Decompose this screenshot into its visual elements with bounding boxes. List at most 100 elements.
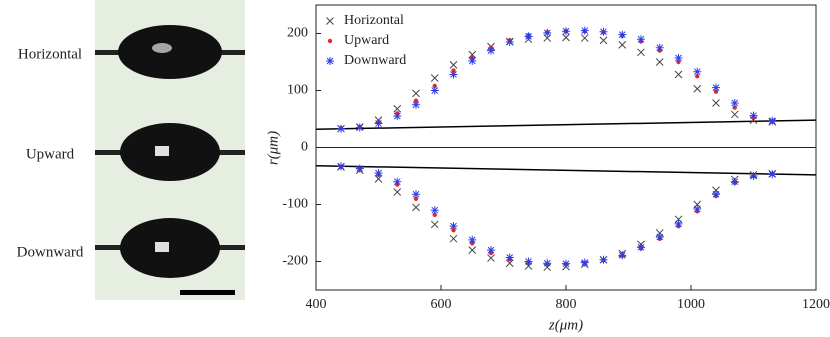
marker bbox=[693, 205, 702, 214]
marker bbox=[430, 206, 439, 215]
marker bbox=[487, 246, 495, 255]
marker bbox=[618, 30, 627, 39]
marker bbox=[449, 222, 458, 231]
drop-photo bbox=[95, 218, 245, 278]
marker bbox=[468, 246, 477, 254]
x-tick-label: 1200 bbox=[802, 297, 830, 312]
marker bbox=[468, 56, 477, 65]
marker bbox=[730, 99, 739, 108]
legend-marker bbox=[326, 17, 334, 25]
marker bbox=[730, 177, 739, 186]
marker bbox=[599, 27, 608, 36]
marker bbox=[693, 67, 702, 76]
marker bbox=[374, 119, 383, 128]
marker bbox=[580, 258, 589, 267]
marker bbox=[524, 32, 533, 41]
marker bbox=[432, 212, 437, 217]
marker bbox=[412, 89, 420, 98]
marker bbox=[430, 74, 439, 82]
x-axis-label: z(μm) bbox=[548, 317, 583, 333]
marker bbox=[749, 111, 758, 120]
x-tick-label: 800 bbox=[556, 297, 577, 312]
marker bbox=[674, 219, 683, 228]
marker bbox=[449, 70, 458, 79]
marker bbox=[543, 28, 552, 37]
marker bbox=[562, 33, 570, 42]
marker bbox=[712, 83, 720, 92]
marker bbox=[505, 259, 514, 268]
marker bbox=[449, 60, 458, 69]
marker bbox=[637, 48, 645, 57]
x-tick-label: 1000 bbox=[677, 297, 705, 312]
marker bbox=[655, 58, 664, 66]
marker bbox=[599, 255, 608, 264]
marker bbox=[712, 99, 720, 107]
marker bbox=[487, 46, 495, 55]
drop-photo bbox=[95, 123, 245, 181]
scale-bar bbox=[180, 290, 235, 295]
marker bbox=[655, 43, 664, 52]
marker bbox=[374, 169, 383, 178]
marker bbox=[695, 74, 700, 79]
marker bbox=[430, 86, 439, 95]
marker bbox=[618, 251, 627, 260]
marker bbox=[524, 257, 533, 266]
marker bbox=[580, 34, 589, 42]
marker bbox=[505, 253, 514, 262]
marker bbox=[505, 38, 514, 47]
marker bbox=[412, 203, 420, 212]
marker bbox=[768, 170, 777, 179]
marker bbox=[768, 116, 777, 125]
marker bbox=[674, 70, 683, 79]
marker bbox=[599, 36, 608, 45]
marker bbox=[730, 110, 739, 119]
drop-photo bbox=[95, 25, 245, 79]
marker bbox=[712, 190, 720, 199]
marker bbox=[655, 232, 664, 241]
photo-label: Upward bbox=[26, 146, 75, 162]
marker bbox=[430, 220, 439, 229]
marker bbox=[637, 35, 645, 44]
legend-label: Downward bbox=[344, 53, 406, 68]
marker bbox=[749, 172, 758, 180]
marker bbox=[543, 259, 552, 268]
marker bbox=[355, 164, 364, 173]
marker bbox=[468, 50, 477, 59]
marker bbox=[413, 196, 419, 201]
y-tick-label: 0 bbox=[301, 140, 308, 155]
y-tick-label: 200 bbox=[287, 26, 308, 41]
marker bbox=[449, 234, 458, 243]
marker bbox=[393, 177, 402, 186]
marker bbox=[468, 235, 477, 244]
y-tick-label: 100 bbox=[287, 83, 308, 98]
photo-label: Downward bbox=[17, 244, 84, 260]
fiber-line bbox=[315, 119, 817, 131]
legend-label: Horizontal bbox=[344, 13, 404, 28]
fiber-line bbox=[315, 164, 817, 176]
marker bbox=[412, 190, 420, 199]
marker bbox=[393, 112, 402, 121]
marker bbox=[693, 84, 702, 93]
legend-label: Upward bbox=[344, 33, 389, 48]
legend-marker bbox=[326, 57, 334, 65]
y-axis-label: r(μm) bbox=[265, 131, 281, 165]
marker bbox=[393, 188, 402, 196]
photo-label: Horizontal bbox=[18, 46, 82, 62]
x-tick-label: 400 bbox=[306, 297, 327, 312]
marker bbox=[337, 124, 345, 133]
marker bbox=[337, 162, 345, 171]
marker bbox=[432, 83, 437, 89]
marker bbox=[637, 243, 645, 252]
marker bbox=[374, 174, 383, 183]
marker bbox=[487, 254, 495, 262]
marker bbox=[732, 105, 737, 110]
marker bbox=[580, 26, 589, 35]
marker bbox=[412, 100, 420, 109]
y-tick-label: -100 bbox=[282, 197, 308, 212]
marker bbox=[562, 259, 570, 268]
marker bbox=[674, 54, 683, 63]
x-tick-label: 600 bbox=[431, 297, 452, 312]
y-tick-label: -200 bbox=[282, 254, 308, 269]
